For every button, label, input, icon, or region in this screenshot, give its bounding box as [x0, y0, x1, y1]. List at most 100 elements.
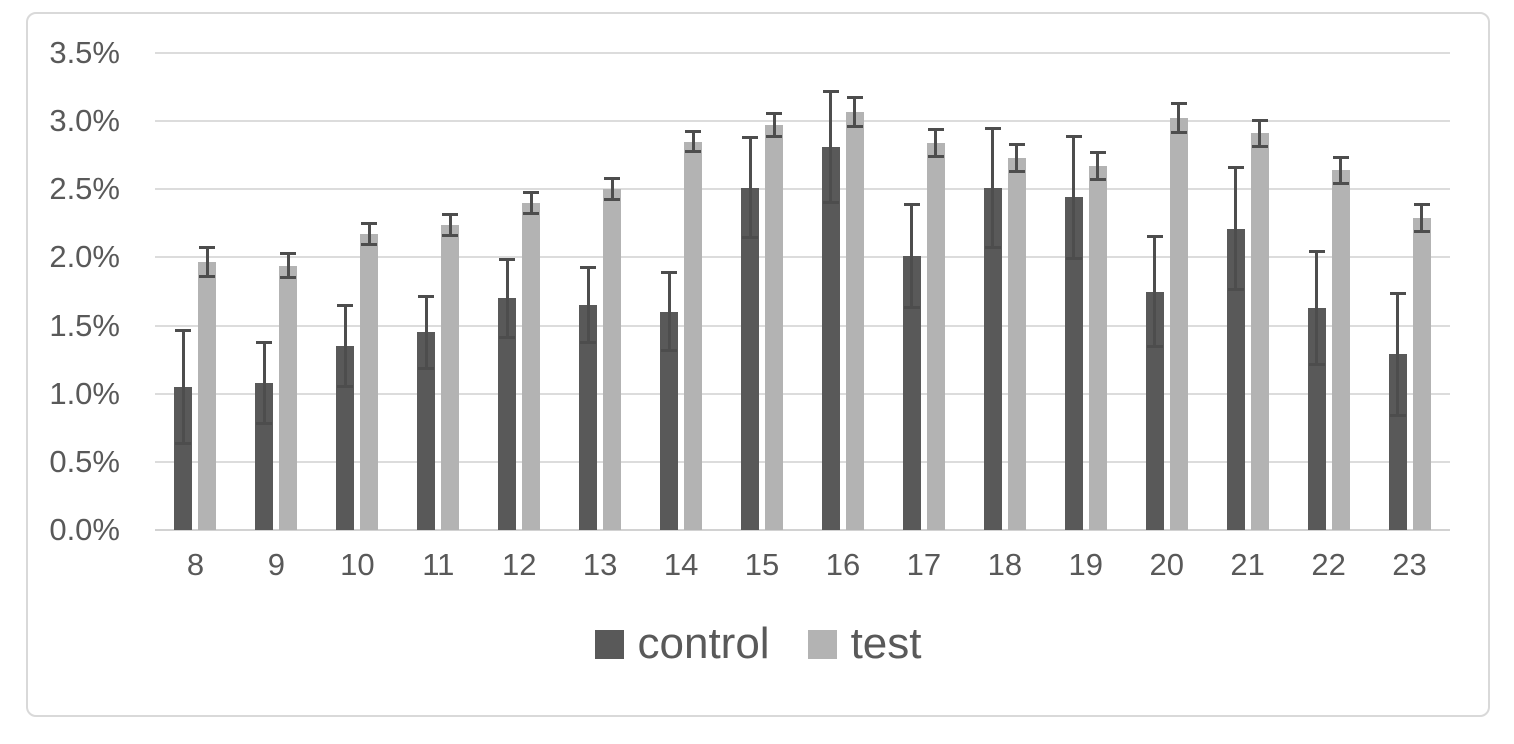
bar-test-19 [1088, 166, 1107, 530]
bar-test-11 [441, 224, 460, 530]
error-bar-line-control-14 [667, 272, 671, 352]
bar-control-13 [579, 305, 598, 530]
error-bar-cap-bottom-test-15 [766, 135, 783, 139]
bar-control-20 [1145, 291, 1164, 530]
error-bar-cap-bottom-test-8 [199, 274, 216, 278]
error-bar-cap-top-test-10 [361, 222, 378, 226]
bar-control-23 [1388, 354, 1407, 530]
error-bar-cap-bottom-control-9 [256, 421, 273, 425]
error-bar-cap-bottom-control-20 [1146, 345, 1163, 349]
error-bar-cap-top-test-16 [846, 95, 863, 99]
y-axis-tick-label: 3.5% [49, 35, 120, 70]
error-bar-cap-bottom-control-16 [822, 200, 839, 204]
error-bar-cap-bottom-control-12 [499, 335, 516, 339]
x-axis-tick-label: 10 [340, 547, 375, 582]
x-axis-tick-label: 8 [186, 547, 205, 582]
bar-control-8 [174, 386, 193, 530]
plot-area: 0.0% 0.5% 1.0% 1.5% 2.0% 2.5% 3.0% 3.5% 8 9 10 11 12… [28, 14, 1488, 715]
error-bar-line-test-10 [367, 223, 371, 246]
y-axis-tick-label: 3.0% [49, 103, 120, 139]
bar-test-18 [1007, 157, 1026, 530]
bar-test-13 [603, 189, 622, 530]
error-bar-line-control-17 [910, 204, 914, 308]
error-bar-cap-top-control-19 [1065, 135, 1082, 139]
error-bar-cap-bottom-control-8 [175, 442, 192, 446]
error-bar-line-test-13 [610, 178, 614, 201]
error-bar-cap-top-control-15 [742, 136, 759, 140]
y-axis-tick-label: 0.0% [49, 512, 120, 547]
error-bar-cap-bottom-control-17 [903, 305, 920, 309]
error-bar-line-control-11 [424, 295, 428, 370]
bar-control-9 [255, 382, 274, 530]
error-bar-line-test-12 [529, 192, 533, 214]
bar-control-21 [1226, 228, 1245, 530]
error-bar-cap-top-control-12 [499, 257, 516, 261]
error-bar-line-control-23 [1396, 292, 1400, 416]
error-bar-cap-bottom-test-20 [1170, 131, 1187, 135]
gridline [155, 392, 1450, 395]
legend-swatch-control [594, 629, 624, 659]
error-bar-cap-top-test-8 [199, 245, 216, 249]
error-bar-cap-top-test-11 [442, 212, 459, 216]
error-bar-cap-top-test-20 [1170, 102, 1187, 106]
error-bar-cap-bottom-test-17 [927, 154, 944, 158]
error-bar-cap-top-control-14 [661, 271, 678, 275]
error-bar-cap-bottom-control-10 [337, 384, 354, 388]
x-axis-tick-label: 14 [663, 547, 699, 582]
error-bar-cap-top-control-11 [418, 294, 435, 298]
legend-item-control: control [594, 619, 770, 669]
error-bar-line-control-18 [991, 127, 995, 248]
gridline [155, 256, 1450, 259]
x-axis-tick-label: 15 [744, 547, 780, 582]
error-bar-cap-top-control-10 [337, 304, 354, 308]
bar-control-11 [417, 332, 436, 530]
error-bar-cap-top-control-8 [175, 328, 192, 332]
error-bar-cap-bottom-test-18 [1008, 169, 1025, 173]
error-bar-cap-top-test-9 [280, 252, 297, 256]
y-axis-tick-label: 1.0% [49, 375, 120, 411]
x-axis-tick-label: 16 [825, 547, 861, 582]
error-bar-cap-top-control-18 [984, 126, 1001, 130]
error-bar-line-control-8 [181, 329, 185, 445]
error-bar-cap-top-control-21 [1227, 166, 1244, 170]
error-bar-cap-bottom-test-19 [1089, 177, 1106, 181]
error-bar-cap-top-control-20 [1146, 234, 1163, 238]
bar-test-15 [765, 125, 784, 530]
error-bar-line-test-21 [1258, 119, 1262, 148]
bar-control-10 [336, 346, 355, 530]
bar-test-10 [360, 234, 379, 530]
error-bar-cap-top-test-19 [1089, 151, 1106, 155]
y-axis-tick-label: 2.5% [49, 171, 120, 207]
x-axis-tick-label: 23 [1392, 547, 1427, 582]
error-bar-line-control-21 [1234, 167, 1238, 291]
x-axis-tick-label: 20 [1149, 547, 1184, 582]
error-bar-cap-bottom-test-23 [1413, 229, 1430, 233]
bar-control-19 [1064, 197, 1083, 530]
error-bar-cap-bottom-control-11 [418, 367, 435, 371]
error-bar-cap-top-control-23 [1389, 291, 1406, 295]
error-bar-line-test-20 [1177, 103, 1181, 134]
error-bar-cap-top-test-13 [604, 177, 621, 181]
bar-test-16 [845, 111, 864, 530]
error-bar-line-test-22 [1339, 156, 1343, 184]
error-bar-cap-top-test-17 [927, 128, 944, 132]
error-bar-cap-bottom-test-13 [604, 198, 621, 202]
error-bar-cap-bottom-control-23 [1389, 413, 1406, 417]
error-bar-line-control-10 [343, 305, 347, 387]
error-bar-cap-bottom-control-13 [580, 341, 597, 345]
x-axis-tick-label: 22 [1311, 547, 1346, 582]
error-bar-cap-top-test-22 [1332, 155, 1349, 159]
bar-test-17 [926, 142, 945, 530]
bar-test-20 [1169, 118, 1188, 530]
gridline [155, 52, 1450, 54]
error-bar-cap-top-test-23 [1413, 203, 1430, 207]
gridline [155, 120, 1450, 123]
x-axis-tick-label: 13 [582, 547, 618, 582]
error-bar-line-control-19 [1072, 136, 1076, 259]
error-bar-cap-bottom-test-16 [846, 124, 863, 128]
error-bar-line-control-12 [505, 258, 509, 338]
legend-item-test: test [807, 619, 922, 669]
error-bar-cap-bottom-test-11 [442, 233, 459, 237]
error-bar-cap-top-test-12 [523, 191, 540, 194]
error-bar-line-control-15 [748, 137, 752, 239]
